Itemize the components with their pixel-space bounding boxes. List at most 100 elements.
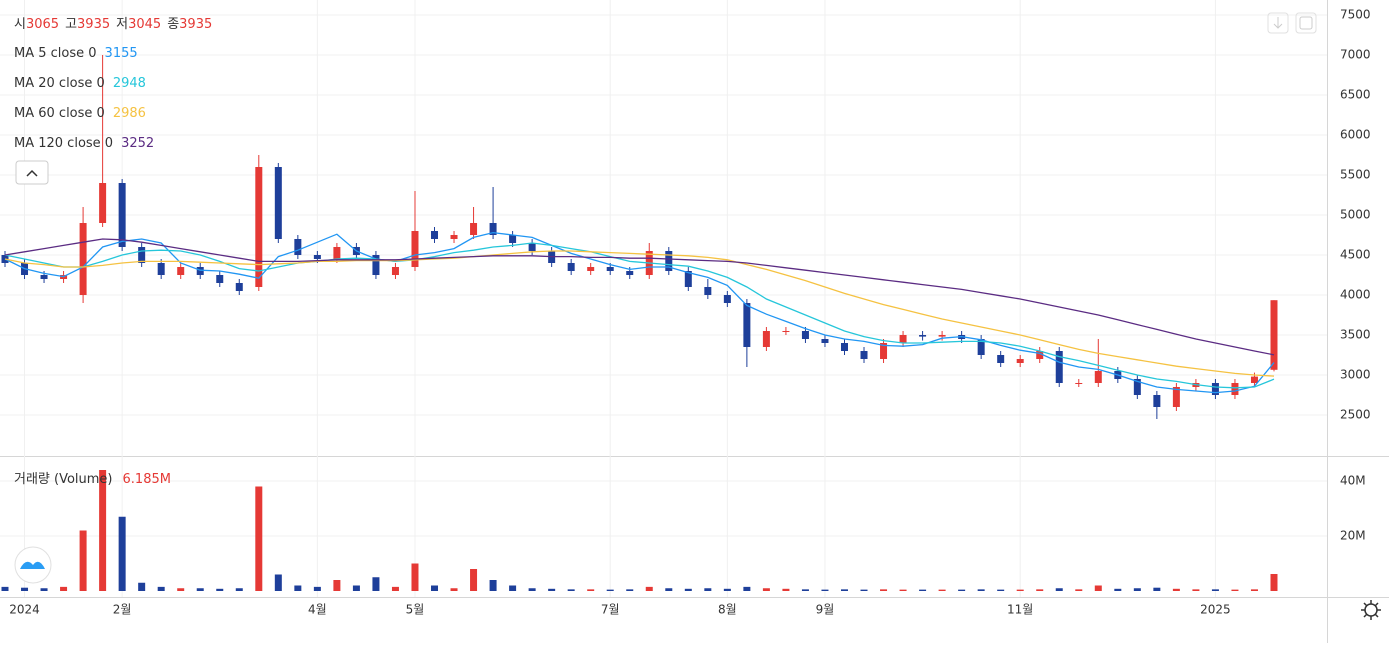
volume-tick-label: 20M (1340, 529, 1366, 543)
x-tick-label: 2024 (9, 603, 40, 617)
candle-body (333, 247, 341, 259)
volume-bar (431, 585, 439, 591)
candle-body (840, 343, 848, 351)
y-tick-label: 3500 (1340, 328, 1371, 342)
volume-bar (391, 586, 399, 591)
ohlc-label: 시 (14, 17, 26, 32)
volume-bar (118, 516, 126, 591)
fullscreen-button[interactable] (1295, 12, 1317, 34)
candle-body (665, 251, 673, 271)
y-tick-label: 7000 (1340, 48, 1371, 62)
ohlc-legend: 시3065 고3935 저3045 종3935 (14, 17, 212, 32)
volume-bar (352, 585, 360, 591)
ohlc-value: 3935 (77, 17, 110, 32)
ohlc-label: 저 (116, 17, 128, 32)
volume-bar (626, 589, 634, 591)
volume-bar (723, 588, 731, 591)
volume-bar (899, 589, 907, 591)
volume-bar (1075, 589, 1083, 591)
candle-body (782, 331, 790, 332)
x-tick-label: 8월 (718, 603, 737, 617)
volume-bar (450, 588, 458, 591)
volume-bar (79, 530, 87, 591)
volume-bar (1192, 589, 1200, 591)
volume-bar (801, 589, 809, 591)
volume-bar (177, 588, 185, 591)
candle-body (997, 355, 1005, 363)
volume-bar (743, 586, 751, 591)
x-tick-label: 7월 (601, 603, 620, 617)
volume-bar (977, 589, 985, 591)
volume-bar (938, 589, 946, 591)
candle-body (1172, 387, 1180, 407)
ma-name: MA 20 close 0 (14, 76, 105, 91)
candle-body (1094, 371, 1102, 383)
volume-bar (665, 588, 673, 591)
volume-bar (1055, 588, 1063, 591)
candle-body (391, 267, 399, 275)
volume-bar (1231, 589, 1239, 591)
candle-body (177, 267, 185, 275)
candle-body (470, 223, 478, 235)
volume-bar (1, 586, 9, 591)
settings-teeth (1361, 600, 1381, 620)
volume-bar (1036, 589, 1044, 591)
ma-value: 2986 (113, 106, 146, 121)
ohlc-value: 3935 (179, 17, 212, 32)
volume-bar (606, 589, 614, 591)
volume-bar (684, 588, 692, 591)
volume-bar (235, 588, 243, 591)
volume-value: 6.185M (123, 472, 171, 487)
ma-name: MA 60 close 0 (14, 106, 105, 121)
volume-bar (821, 589, 829, 591)
toolbar (14, 12, 1381, 620)
ma-value: 3155 (105, 46, 138, 61)
volume-bar (782, 588, 790, 591)
volume-bar (645, 586, 653, 591)
x-tick-label: 2월 (113, 603, 132, 617)
ma-line (4, 242, 1275, 389)
logo-icon (20, 561, 45, 569)
volume-bar (704, 588, 712, 591)
volume-bar (40, 588, 48, 591)
candle-body (157, 263, 165, 275)
y-tick-label: 7500 (1340, 8, 1371, 22)
volume-bar (294, 585, 302, 591)
collapse-legend-button[interactable] (15, 160, 49, 185)
candle-body (528, 243, 536, 251)
collapse-icon (26, 169, 38, 177)
candle-body (587, 267, 595, 271)
x-tick-label: 4월 (308, 603, 327, 617)
x-tick-label: 11월 (1007, 603, 1033, 617)
ma-name: MA 5 close 0 (14, 46, 97, 61)
volume-bar (880, 589, 888, 591)
download-button[interactable] (1267, 12, 1289, 34)
volume-bar (60, 586, 68, 591)
y-tick-label: 4500 (1340, 248, 1371, 262)
volume-tick-label: 40M (1340, 474, 1366, 488)
candle-body (509, 235, 517, 243)
candle-body (860, 351, 868, 359)
volume-bar (21, 587, 29, 591)
candle-body (704, 287, 712, 295)
volume-bar (1211, 589, 1219, 591)
volume-bar (567, 589, 575, 591)
candle-body (880, 343, 888, 359)
ma-legend: MA 20 close 0 2948 (14, 76, 146, 91)
candle-body (450, 235, 458, 239)
volume-bar (548, 588, 556, 591)
ohlc-label: 종 (167, 17, 179, 32)
candle-body (1153, 395, 1161, 407)
candle-body (743, 303, 751, 347)
volume-bar (411, 563, 419, 591)
volume-bar (470, 569, 478, 591)
ohlc-label: 고 (65, 17, 77, 32)
volume-bar (1172, 588, 1180, 591)
volume-bar (509, 585, 517, 591)
y-tick-label: 4000 (1340, 288, 1371, 302)
volume-bar (99, 470, 107, 591)
y-tick-label: 2500 (1340, 408, 1371, 422)
volume-bar (489, 580, 497, 591)
